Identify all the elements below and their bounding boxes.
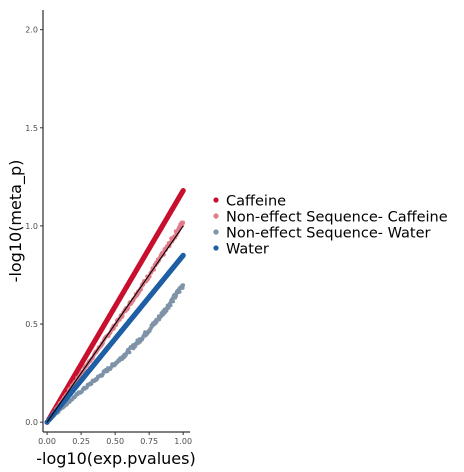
data-point <box>168 303 173 308</box>
x-axis-ticks: 0.00 0.25 0.50 0.75 1.00 <box>38 432 192 446</box>
y-tick-label: 0.0 <box>25 418 38 427</box>
x-axis-title: -log10(exp.pvalues) <box>36 449 195 468</box>
y-tick-label: 1.0 <box>25 222 38 231</box>
y-axis-title: -log10(meta_p) <box>6 160 26 283</box>
y-tick-label: 1.5 <box>25 124 38 133</box>
data-point <box>174 293 179 298</box>
points-layer <box>44 187 186 425</box>
legend-key-0 <box>213 197 219 203</box>
data-point <box>166 306 171 310</box>
x-tick-label: 0.00 <box>38 437 56 446</box>
legend-key-2 <box>213 229 219 235</box>
series-0 <box>44 187 186 425</box>
data-point <box>180 286 185 290</box>
x-tick-label: 1.00 <box>174 437 192 446</box>
identity-reference-line <box>46 225 184 423</box>
data-point <box>181 220 186 225</box>
data-point <box>127 350 132 355</box>
data-point <box>177 289 182 294</box>
legend-label-3: Water <box>226 242 269 258</box>
series-1 <box>45 220 186 425</box>
x-tick-label: 0.50 <box>106 437 124 446</box>
data-point <box>164 308 169 313</box>
x-tick-label: 0.75 <box>140 437 158 446</box>
y-axis-ticks: 0.0 0.5 1.0 1.5 2.0 <box>25 26 43 427</box>
y-tick-label: 0.5 <box>25 320 38 329</box>
data-point <box>181 283 186 288</box>
legend-key-1 <box>213 213 219 219</box>
y-tick-label: 2.0 <box>25 26 38 35</box>
legend-key-3 <box>213 245 219 251</box>
x-tick-label: 0.25 <box>72 437 90 446</box>
legend-label-2: Non-effect Sequence- Water <box>226 226 431 242</box>
data-point <box>180 252 186 258</box>
data-point <box>171 299 176 304</box>
plot-area: 0.0 0.5 1.0 1.5 2.0 0.00 0.25 0.50 0.75 1.00 <box>25 10 192 446</box>
data-point <box>180 187 186 194</box>
series-3 <box>44 252 186 425</box>
legend-label-1: Non-effect Sequence- Caffeine <box>226 210 448 226</box>
legend-label-0: Caffeine <box>226 194 286 210</box>
